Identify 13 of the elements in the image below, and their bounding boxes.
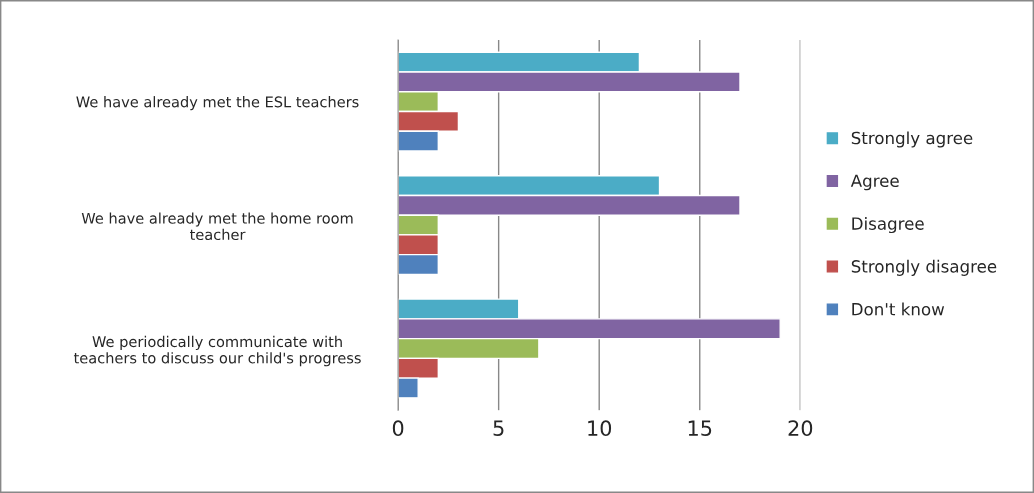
legend-label: Disagree — [852, 216, 924, 234]
legend-label: Agree — [850, 174, 899, 191]
y-tick-label: We periodically communicate with teachers to discuss our child's progress — [73, 335, 361, 367]
legend-label: Don't know — [852, 302, 945, 316]
x-tick-label: 20 — [788, 420, 813, 437]
x-tick-label: 0 — [392, 420, 404, 437]
x-tick-label: 5 — [493, 420, 504, 437]
x-tick-label: 10 — [588, 420, 612, 437]
legend-label: Strongly agree — [851, 131, 973, 148]
legend-label: Strongly disagree — [851, 259, 997, 276]
x-tick-label: 15 — [688, 420, 712, 437]
y-tick-label: We have already met the home room teacher — [81, 212, 353, 241]
y-tick-label: We have already met the ESL teachers — [76, 96, 359, 111]
